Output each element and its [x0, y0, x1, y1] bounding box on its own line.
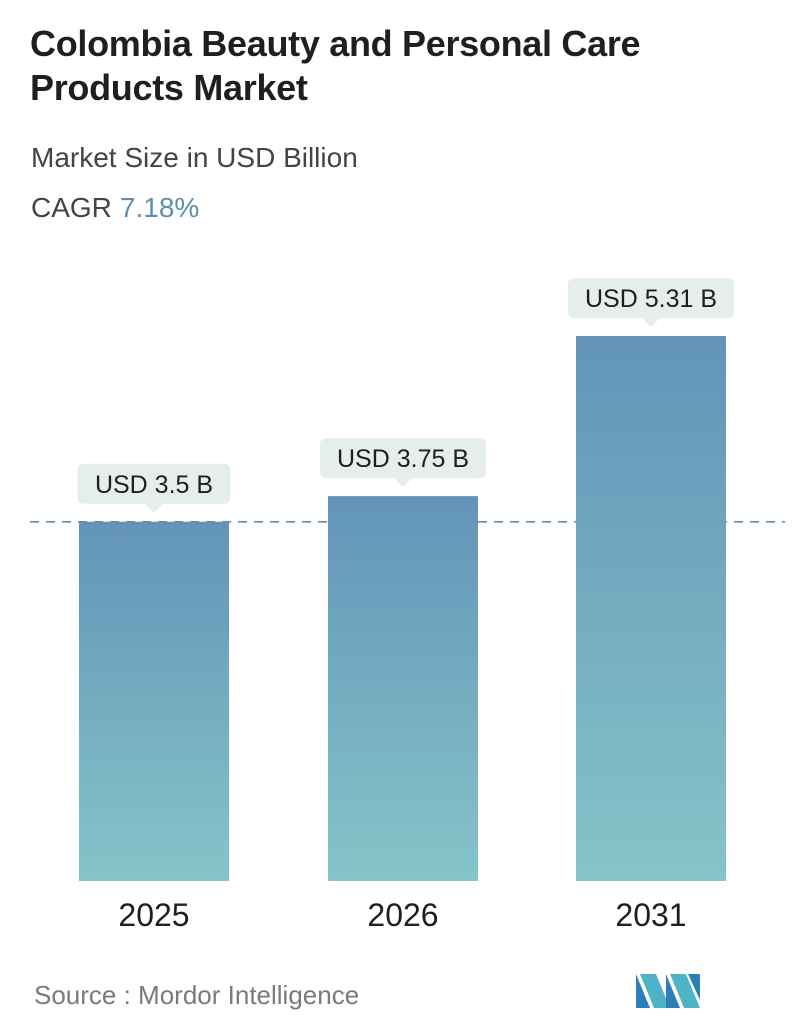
cagr-value: 7.18%: [119, 192, 200, 223]
x-tick-label: 2031: [615, 897, 686, 933]
data-label-pointer: [642, 318, 660, 327]
bar-2025: [79, 521, 229, 881]
data-label: USD 3.75 B: [337, 445, 469, 473]
bar-2031: [576, 336, 726, 881]
data-label-bubble: [320, 438, 486, 479]
chart-title: Colombia Beauty and Personal Care Produc…: [30, 23, 641, 108]
data-label-bubble: [568, 278, 734, 318]
data-label-pointer: [145, 503, 163, 513]
chart-subtitle: Market Size in USD Billion: [31, 142, 358, 173]
cagr-label: CAGR: [31, 192, 112, 223]
source-text: Source : Mordor Intelligence: [34, 980, 360, 1010]
data-label: USD 5.31 B: [585, 285, 717, 313]
data-label-pointer: [394, 478, 412, 488]
x-tick-label: 2025: [118, 897, 189, 933]
bar-2026: [328, 496, 478, 881]
data-label-bubble: [77, 463, 231, 504]
x-tick-label: 2026: [367, 897, 438, 933]
mordor-intelligence-logo-icon: [636, 974, 700, 1008]
bar-chart: USD 3.5 B 2025 USD 3.75 B 2026 USD 5.31 B 203…: [30, 278, 785, 933]
cagr-line: CAGR 7.18%: [31, 190, 199, 226]
data-label: USD 3.5 B: [95, 471, 213, 499]
